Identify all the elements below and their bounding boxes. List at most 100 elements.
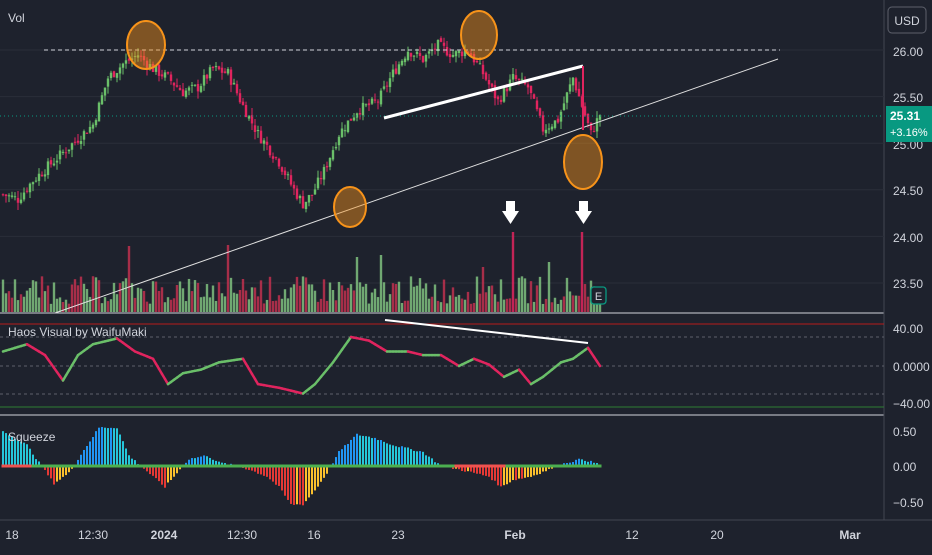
squeeze-bar: [59, 466, 61, 480]
volume-bar: [503, 300, 505, 312]
volume-bar: [110, 299, 112, 312]
squeeze-dot: [500, 465, 503, 468]
squeeze-dot: [476, 465, 479, 468]
candle-body: [338, 137, 340, 145]
squeeze-bar: [296, 466, 298, 504]
squeeze-dot: [209, 465, 212, 468]
squeeze-bar: [515, 466, 517, 480]
squeeze-dot: [422, 465, 425, 468]
squeeze-dot: [554, 465, 557, 468]
candle-body: [110, 73, 112, 78]
volume-bar: [95, 277, 97, 312]
volume-bar: [392, 283, 394, 312]
candle-body: [185, 91, 187, 97]
squeeze-dot: [572, 465, 575, 468]
squeeze-dot: [314, 465, 317, 468]
squeeze-dot: [44, 465, 47, 468]
candle-body: [239, 93, 241, 102]
candle-body: [416, 52, 418, 54]
volume-bar: [479, 294, 481, 312]
squeeze-bar: [290, 466, 292, 504]
squeeze-dot: [377, 465, 380, 468]
squeeze-dot: [92, 465, 95, 468]
squeeze-bar: [158, 466, 160, 481]
squeeze-dot: [446, 465, 449, 468]
volume-bar: [20, 294, 22, 312]
volume-bar: [47, 286, 49, 312]
candle-body: [365, 104, 367, 105]
candle-body: [572, 78, 574, 86]
volume-bar: [449, 295, 451, 312]
squeeze-dot: [371, 465, 374, 468]
volume-bar: [215, 301, 217, 312]
volume-bar: [368, 304, 370, 312]
candle-body: [332, 150, 334, 159]
volume-bar: [353, 290, 355, 312]
highlight-circle-breakdown[interactable]: [564, 135, 602, 189]
highlight-circle-low[interactable]: [334, 187, 366, 227]
highlight-circle-top-2[interactable]: [461, 11, 497, 59]
volume-bar: [206, 284, 208, 312]
volume-bar: [278, 295, 280, 312]
volume-bar: [356, 257, 358, 312]
volume-bar: [422, 289, 424, 312]
candle-body: [359, 113, 361, 114]
candle-body: [437, 40, 439, 51]
volume-bar: [434, 284, 436, 312]
volume-bar: [149, 304, 151, 312]
volume-bar: [176, 285, 178, 312]
squeeze-dot: [119, 465, 122, 468]
squeeze-dot: [86, 465, 89, 468]
squeeze-bar: [374, 438, 376, 466]
squeeze-dot: [584, 465, 587, 468]
volume-bar: [425, 283, 427, 312]
volume-bar: [101, 303, 103, 312]
squeeze-dot: [29, 465, 32, 468]
squeeze-dot: [515, 465, 518, 468]
volume-bar: [35, 281, 37, 312]
squeeze-dot: [218, 465, 221, 468]
squeeze-dot: [470, 465, 473, 468]
squeeze-bar: [503, 466, 505, 485]
candle-body: [353, 118, 355, 121]
volume-bar: [179, 281, 181, 312]
candle-body: [521, 79, 523, 80]
squeeze-dot: [425, 465, 428, 468]
squeeze-dot: [302, 465, 305, 468]
candle-body: [245, 105, 247, 117]
volume-bar: [77, 285, 79, 312]
squeeze-dot: [101, 465, 104, 468]
squeeze-dot: [317, 465, 320, 468]
volume-bar: [29, 288, 31, 312]
highlight-circle-top-1[interactable]: [127, 21, 165, 69]
price-tick: 24.00: [893, 231, 923, 245]
squeeze-dot: [296, 465, 299, 468]
squeeze-dot: [239, 465, 242, 468]
volume-bar: [275, 301, 277, 312]
candle-body: [575, 78, 577, 90]
squeeze-dot: [59, 465, 62, 468]
squeeze-bar: [5, 433, 7, 466]
squeeze-dot: [194, 465, 197, 468]
candle-body: [536, 101, 538, 110]
volume-bar: [560, 300, 562, 312]
volume-bar: [506, 299, 508, 312]
volume-bar: [581, 232, 583, 312]
squeeze-dot: [278, 465, 281, 468]
candle-body: [410, 53, 412, 57]
earnings-marker[interactable]: E: [591, 287, 606, 304]
volume-bar: [263, 303, 265, 312]
squeeze-dot: [527, 465, 530, 468]
candle-body: [560, 112, 562, 122]
squeeze-dot: [272, 465, 275, 468]
volume-bar: [245, 290, 247, 312]
squeeze-dot: [68, 465, 71, 468]
candle-body: [497, 97, 499, 100]
last-price-badge: 25.31 +3.16%: [886, 106, 932, 142]
volume-bar: [332, 290, 334, 312]
squeeze-bar: [392, 445, 394, 466]
volume-bar: [98, 280, 100, 312]
currency-button[interactable]: USD: [888, 7, 926, 33]
volume-bar: [401, 303, 403, 312]
